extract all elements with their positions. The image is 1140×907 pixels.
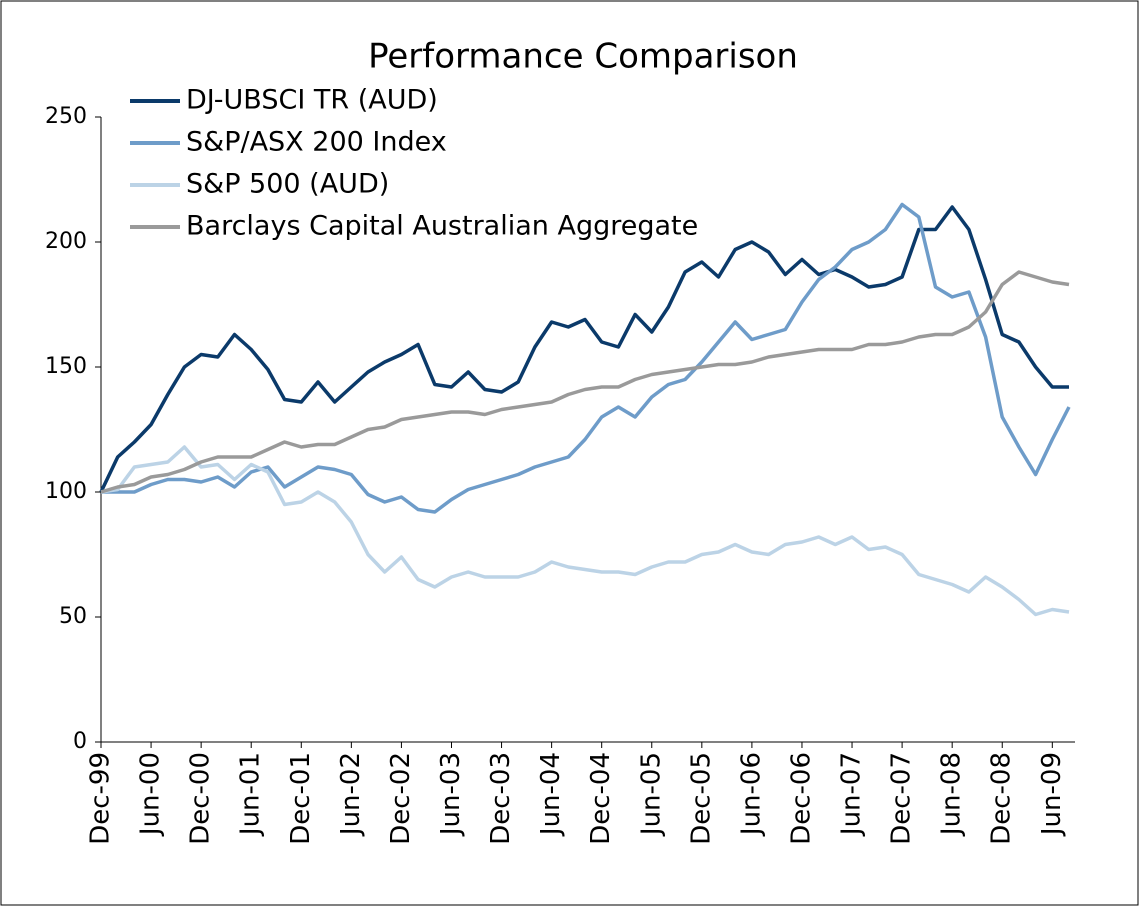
legend-label: S&P 500 (AUD): [186, 169, 389, 200]
x-tick-label: Jun-03: [436, 752, 466, 837]
series-line: [99, 205, 1069, 493]
x-tick-label: Dec-04: [586, 752, 616, 845]
y-tick-label: 150: [45, 354, 87, 379]
y-tick-label: 100: [45, 479, 87, 504]
x-tick-label: Dec-07: [887, 752, 917, 845]
y-tick-label: 200: [45, 229, 87, 254]
legend-label: S&P/ASX 200 Index: [186, 127, 447, 158]
x-tick-label: Jun-02: [336, 752, 366, 837]
series-line: [100, 270, 1070, 494]
y-tick-label: 250: [45, 104, 87, 129]
x-tick-label: Dec-06: [786, 752, 816, 845]
x-tick-label: Dec-00: [186, 752, 216, 845]
x-tick-label: Dec-03: [486, 752, 516, 845]
x-tick-label: Jun-08: [937, 752, 967, 837]
x-tick-label: Jun-06: [736, 752, 766, 837]
y-tick-label: 0: [73, 729, 87, 754]
x-tick-label: Dec-08: [987, 752, 1017, 845]
series-line: [100, 445, 1070, 617]
x-tick-label: Dec-01: [286, 752, 316, 845]
x-tick-label: Dec-05: [686, 752, 716, 845]
y-tick-label: 50: [59, 604, 87, 629]
x-tick-label: Jun-09: [1037, 752, 1067, 837]
x-tick-label: Jun-00: [136, 752, 166, 837]
x-tick-label: Jun-07: [837, 752, 867, 837]
x-tick-label: Jun-05: [636, 752, 666, 837]
x-tick-label: Jun-04: [536, 752, 566, 837]
x-tick-label: Dec-99: [86, 752, 116, 845]
legend-label: DJ-UBSCI TR (AUD): [186, 85, 438, 116]
x-tick-label: Dec-02: [386, 752, 416, 845]
x-tick-label: Jun-01: [236, 752, 266, 837]
legend-label: Barclays Capital Australian Aggregate: [186, 211, 698, 242]
chart-title: Performance Comparison: [368, 37, 798, 77]
